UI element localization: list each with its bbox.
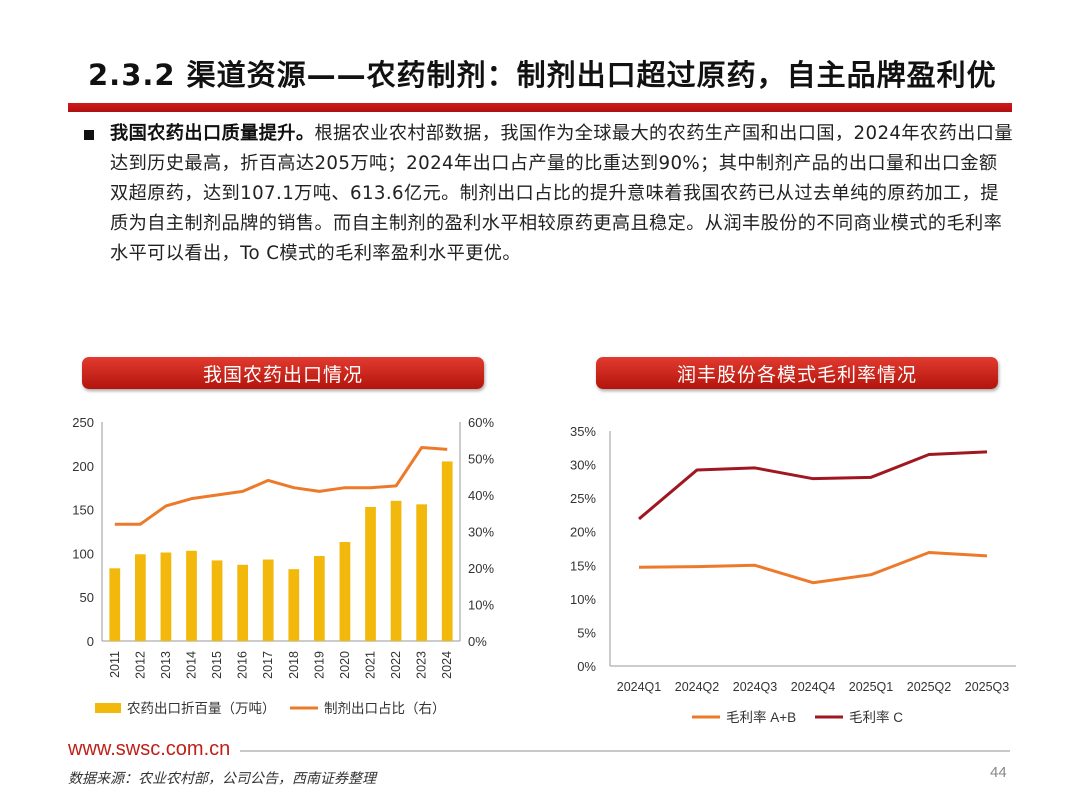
x-tick-label: 2016 — [236, 651, 250, 679]
page-title: 2.3.2 渠道资源——农药制剂：制剂出口超过原药，自主品牌盈利优 — [88, 58, 997, 92]
x-tick-label: 2013 — [159, 651, 173, 679]
x-tick-label: 2025Q2 — [907, 680, 952, 694]
bar — [390, 500, 402, 641]
y2-tick-label: 50% — [468, 452, 494, 467]
y-tick-label: 35% — [570, 424, 596, 439]
x-tick-label: 2012 — [133, 651, 147, 679]
y2-tick-label: 60% — [468, 415, 494, 430]
y2-tick-label: 30% — [468, 525, 494, 540]
y-tick-label: 100 — [72, 546, 94, 561]
y2-tick-label: 0% — [468, 634, 487, 649]
bar — [416, 504, 428, 641]
series-line — [638, 450, 988, 521]
bar — [160, 552, 172, 641]
y-tick-label: 15% — [570, 558, 596, 573]
chart2-title: 润丰股份各模式毛利率情况 — [596, 357, 998, 389]
page-number: 44 — [990, 764, 1007, 781]
footer-source: 数据来源：农业农村部，公司公告，西南证券整理 — [68, 771, 376, 787]
legend-label: 毛利率 A+B — [726, 709, 796, 725]
chart1-title: 我国农药出口情况 — [82, 357, 484, 389]
x-tick-label: 2024Q2 — [675, 680, 720, 694]
legend-bar-swatch — [95, 703, 121, 713]
x-tick-label: 2023 — [415, 651, 429, 679]
y-tick-label: 10% — [570, 592, 596, 607]
bar — [211, 560, 223, 641]
x-tick-label: 2014 — [185, 651, 199, 679]
y-tick-label: 5% — [577, 625, 596, 640]
footer-divider — [240, 750, 1010, 752]
body-paragraph: 我国农药出口质量提升。根据农业农村部数据，我国作为全球最大的农药生产国和出口国，… — [110, 119, 1015, 269]
x-tick-label: 2024Q4 — [791, 680, 836, 694]
x-tick-label: 2020 — [338, 651, 352, 679]
y2-tick-label: 20% — [468, 561, 494, 576]
series-line — [114, 446, 448, 526]
y2-tick-label: 10% — [468, 598, 494, 613]
footer-site: www.swsc.com.cn — [68, 738, 231, 760]
y2-tick-label: 40% — [468, 488, 494, 503]
y-tick-label: 25% — [570, 491, 596, 506]
bar — [109, 568, 121, 641]
series-line — [638, 551, 988, 585]
chart2-gross-margin: 0% 5% 10% 15% 20% 25% 30% 35% 2024Q1 2024Q2 2024Q3… — [570, 424, 1016, 725]
y-tick-label: 200 — [72, 459, 94, 474]
bullet-square-icon — [84, 130, 94, 140]
bar — [313, 556, 325, 641]
bar — [237, 564, 249, 641]
y-tick-label: 150 — [72, 503, 94, 518]
x-tick-label: 2018 — [287, 651, 301, 679]
x-tick-label: 2024 — [440, 651, 454, 679]
x-tick-label: 2025Q1 — [849, 680, 894, 694]
title-divider — [68, 103, 1012, 112]
x-tick-label: 2024Q1 — [617, 680, 662, 694]
bar — [262, 559, 274, 641]
legend-label: 毛利率 C — [849, 709, 903, 725]
x-tick-label: 2025Q3 — [965, 680, 1010, 694]
chart1-export-volume: 0 50 100 150 200 250 0% 10% 20% 30% 40% 50% 60% 2011 2… — [72, 415, 494, 716]
legend-bar-label: 农药出口折百量（万吨） — [127, 701, 276, 716]
x-tick-label: 2017 — [261, 651, 275, 679]
x-tick-label: 2024Q3 — [733, 680, 778, 694]
x-tick-label: 2021 — [364, 651, 378, 679]
y-tick-label: 20% — [570, 525, 596, 540]
bar — [186, 550, 197, 641]
paragraph-text: 根据农业农村部数据，我国作为全球最大的农药生产国和出口国，2024年农药出口量达… — [110, 123, 1013, 264]
y-tick-label: 0 — [87, 634, 94, 649]
y-tick-label: 0% — [577, 659, 596, 674]
legend-line-label: 制剂出口占比（右） — [324, 701, 446, 716]
x-tick-label: 2011 — [108, 651, 122, 678]
bar — [288, 569, 300, 641]
bar — [134, 554, 146, 641]
x-tick-label: 2019 — [312, 651, 326, 679]
bar — [365, 506, 376, 641]
bar — [441, 461, 453, 641]
paragraph-lead: 我国农药出口质量提升。 — [110, 123, 315, 144]
y-tick-label: 30% — [570, 458, 596, 473]
y-tick-label: 50 — [80, 590, 94, 605]
y-tick-label: 250 — [72, 415, 94, 430]
x-tick-label: 2022 — [389, 651, 403, 679]
x-tick-label: 2015 — [210, 651, 224, 679]
bar — [339, 542, 351, 641]
